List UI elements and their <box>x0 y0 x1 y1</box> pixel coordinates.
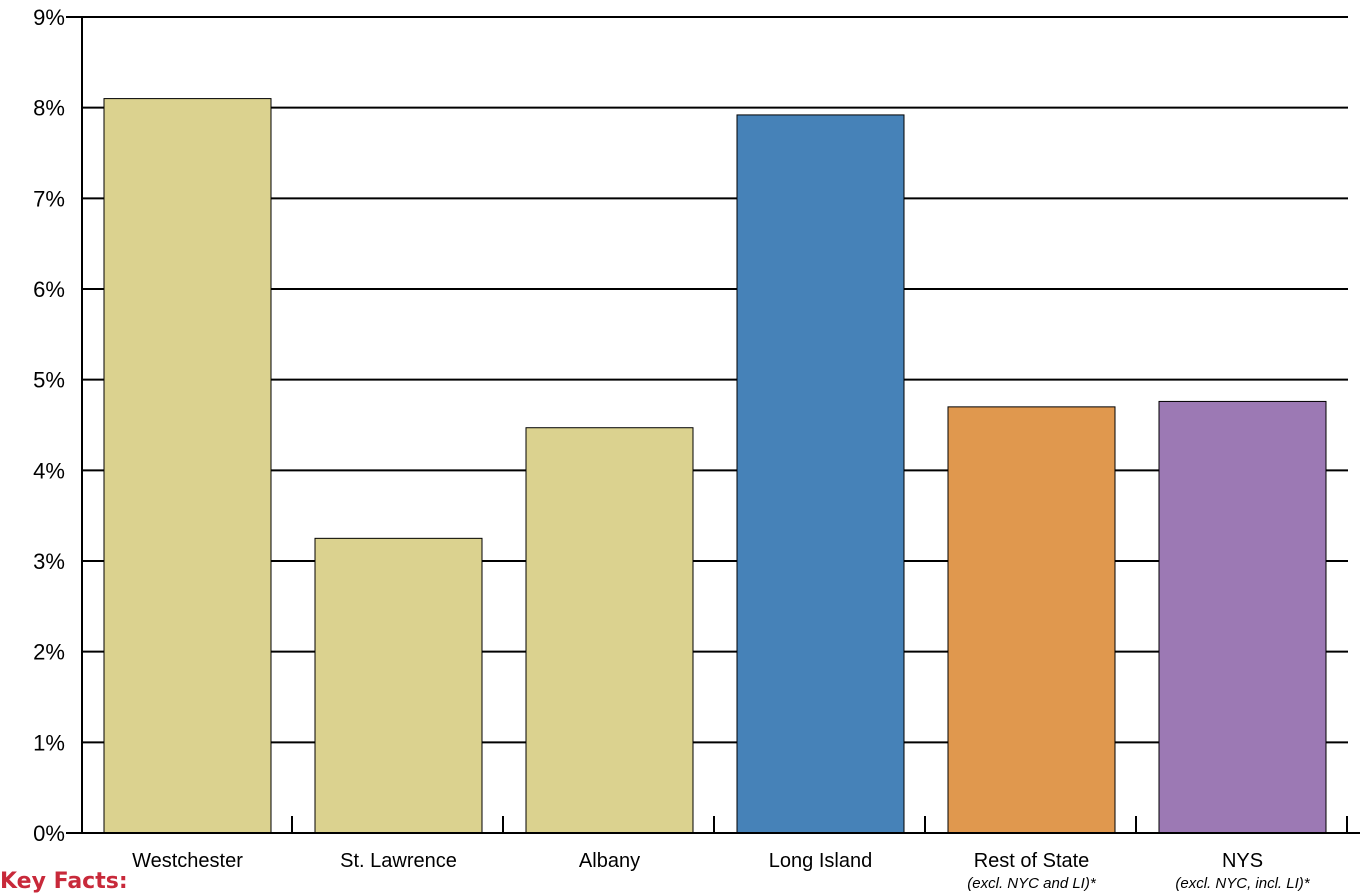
x-tick-label: Long Island <box>769 850 872 872</box>
gridlines <box>82 16 1348 744</box>
bar <box>314 537 483 834</box>
x-tick-label: NYS <box>1222 850 1263 872</box>
x-tick-label: St. Lawrence <box>340 850 457 872</box>
bars <box>103 98 1327 834</box>
bar <box>103 98 272 834</box>
bar <box>947 406 1116 834</box>
x-tick-label: Rest of State <box>974 850 1090 872</box>
bar <box>525 427 694 834</box>
key-facts-heading: Key Facts: <box>0 869 128 894</box>
x-tick-label: Albany <box>579 850 640 872</box>
y-tick-label: 3% <box>33 549 65 574</box>
bar <box>736 114 905 834</box>
y-tick-label: 9% <box>33 5 65 30</box>
y-tick-label: 2% <box>33 640 65 665</box>
y-tick-label: 7% <box>33 186 65 211</box>
x-tick-sublabel: (excl. NYC, incl. LI)* <box>1175 875 1310 892</box>
y-tick-label: 4% <box>33 458 65 483</box>
y-tick-label: 8% <box>33 96 65 121</box>
y-tick-label: 5% <box>33 368 65 393</box>
y-tick-label: 1% <box>33 730 65 755</box>
y-tick-label: 0% <box>33 821 65 846</box>
bar <box>1158 400 1327 834</box>
axes <box>66 16 1360 834</box>
x-tick-label: Westchester <box>132 850 243 872</box>
tick-labels: 0% 1% 2% 3% 4% 5% 6% 7% 8% 9% Westchester St. Lawre… <box>33 5 1311 892</box>
y-tick-label: 6% <box>33 277 65 302</box>
x-tick-sublabel: (excl. NYC and LI)* <box>967 875 1097 892</box>
